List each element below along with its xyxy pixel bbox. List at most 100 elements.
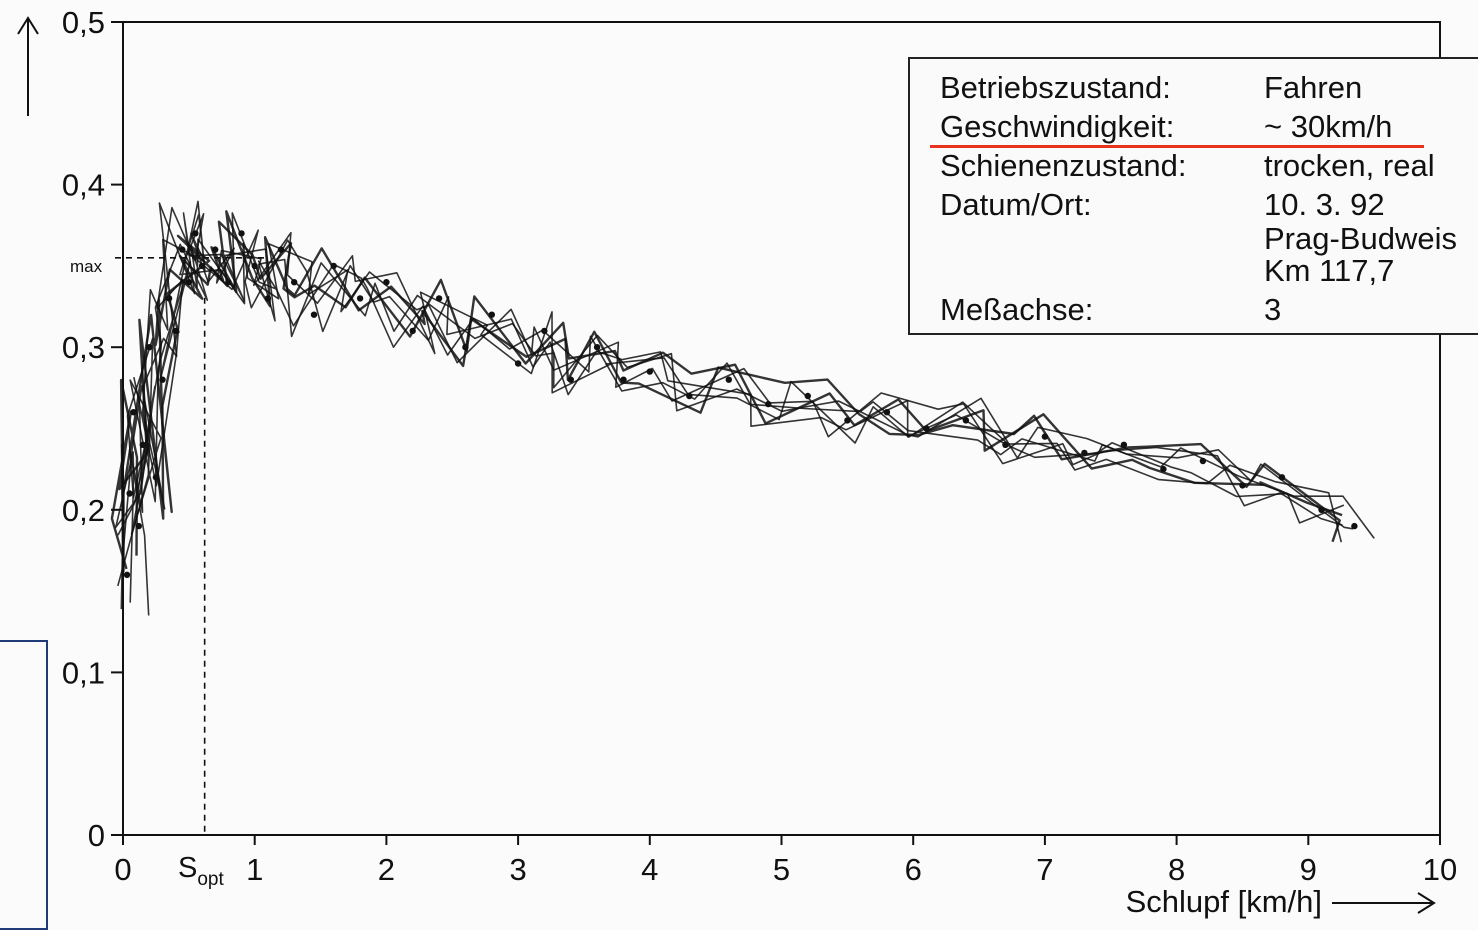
data-point xyxy=(277,246,285,253)
data-point xyxy=(139,441,146,448)
y-tick-label: 0,1 xyxy=(62,655,105,690)
data-point xyxy=(567,376,574,383)
x-tick-label: 3 xyxy=(509,852,526,887)
legend-value: trocken, real xyxy=(1264,148,1435,183)
data-point xyxy=(883,409,891,416)
data-point xyxy=(725,376,732,383)
trace-line xyxy=(129,206,1345,616)
data-point xyxy=(126,490,133,497)
data-point xyxy=(435,295,443,302)
data-point xyxy=(225,279,232,286)
data-point xyxy=(179,246,186,253)
data-point xyxy=(356,295,364,302)
data-point xyxy=(1239,482,1246,489)
data-point xyxy=(130,409,137,416)
max-label: max xyxy=(70,257,103,276)
data-point xyxy=(593,344,601,351)
data-point xyxy=(1041,433,1049,440)
data-point xyxy=(264,295,272,302)
data-point xyxy=(541,327,548,335)
y-tick-label: 0,3 xyxy=(62,330,105,365)
data-point xyxy=(172,327,179,335)
trace-line xyxy=(117,238,1343,536)
data-point xyxy=(251,262,258,270)
x-tick-label: 8 xyxy=(1168,852,1185,887)
right-arrow-icon xyxy=(1332,892,1436,914)
x-tick-label: 2 xyxy=(378,852,395,887)
s-opt-subscript: opt xyxy=(197,869,224,890)
data-point xyxy=(1351,522,1358,530)
trace-line xyxy=(117,202,1354,587)
data-point xyxy=(1318,506,1325,513)
highlight-underline xyxy=(930,145,1424,148)
legend-key: Geschwindigkeit: xyxy=(940,109,1175,144)
x-axis-label: Schlupf [km/h] xyxy=(1126,884,1322,919)
data-point xyxy=(804,392,811,400)
data-point xyxy=(514,360,522,367)
x-tick-label: 9 xyxy=(1300,852,1317,887)
y-ticks: 0 0,1 0,2 0,3 0,4 0,5 xyxy=(62,5,123,853)
data-point xyxy=(620,376,627,383)
data-point xyxy=(923,425,930,432)
measurement-traces xyxy=(110,200,1375,616)
data-point xyxy=(765,400,772,408)
legend-value: Km 117,7 xyxy=(1264,253,1395,288)
legend-value: ~ 30km/h xyxy=(1264,109,1393,144)
legend-value: 3 xyxy=(1264,292,1282,327)
trace-line xyxy=(115,200,1375,603)
legend-value: 10. 3. 92 xyxy=(1264,187,1385,222)
data-point xyxy=(1278,474,1286,481)
y-tick-label: 0,4 xyxy=(62,168,105,203)
x-ticks: 0 1 2 3 4 5 6 7 8 9 10 xyxy=(114,835,1457,887)
data-point xyxy=(291,279,298,286)
data-point xyxy=(310,311,318,318)
x-tick-label: 7 xyxy=(1036,852,1053,887)
x-tick-label: 0 xyxy=(114,852,131,887)
data-point xyxy=(152,474,160,481)
x-tick-label: 10 xyxy=(1423,852,1457,887)
x-tick-label: 5 xyxy=(773,852,790,887)
data-point xyxy=(1002,441,1009,448)
data-point xyxy=(146,344,153,351)
data-point xyxy=(1081,449,1088,457)
data-point xyxy=(409,327,416,335)
s-opt-letter: S xyxy=(178,852,197,884)
data-point xyxy=(488,311,495,318)
data-point xyxy=(1199,457,1207,465)
reference-guides xyxy=(115,256,265,835)
trace-line xyxy=(120,231,1343,610)
y-tick-label: 0,5 xyxy=(62,5,105,40)
data-point xyxy=(123,571,131,578)
data-point xyxy=(962,417,970,424)
legend-key: Meßachse: xyxy=(940,292,1094,327)
data-point xyxy=(192,230,199,237)
data-point xyxy=(383,279,390,286)
axis-arrows xyxy=(17,16,1436,914)
legend-key: Datum/Ort: xyxy=(940,187,1092,222)
s-opt-label: Sopt xyxy=(178,852,224,890)
data-point xyxy=(1120,441,1128,448)
data-point xyxy=(135,522,142,530)
data-point xyxy=(462,344,469,351)
legend-key: Betriebszustand: xyxy=(940,70,1171,105)
trace-line xyxy=(119,220,1343,573)
data-point xyxy=(165,295,173,302)
legend-value: Prag-Budweis xyxy=(1264,221,1457,256)
data-point xyxy=(198,262,206,270)
data-point xyxy=(159,376,166,383)
data-point xyxy=(844,417,851,424)
data-point xyxy=(686,392,693,400)
data-point xyxy=(330,262,337,270)
x-tick-label: 4 xyxy=(641,852,658,887)
data-point xyxy=(185,279,193,286)
legend-value: Fahren xyxy=(1264,70,1363,105)
data-point xyxy=(646,368,653,375)
y-tick-label: 0 xyxy=(88,818,105,853)
x-tick-label: 1 xyxy=(246,852,263,887)
data-point xyxy=(1160,465,1167,473)
data-point xyxy=(212,246,219,253)
up-arrow-icon xyxy=(17,16,39,116)
x-tick-label: 6 xyxy=(905,852,922,887)
